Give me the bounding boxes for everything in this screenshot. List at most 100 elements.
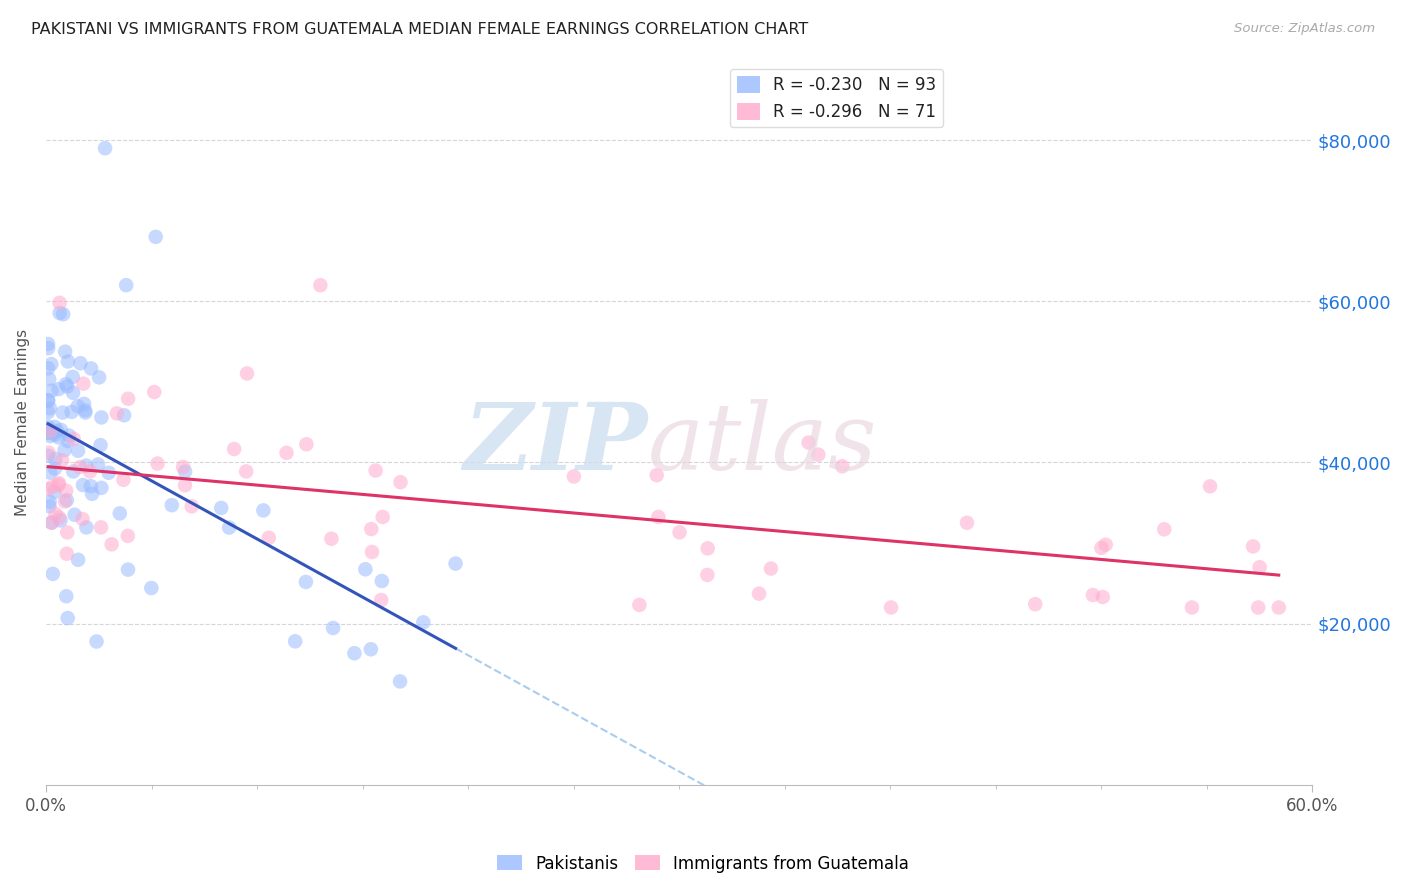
Point — [39, 429, 62, 443]
Legend: R = -0.230   N = 93, R = -0.296   N = 71: R = -0.230 N = 93, R = -0.296 N = 71 — [730, 70, 943, 128]
Point — [143, 385, 166, 400]
Point — [354, 562, 377, 576]
Point — [48, 477, 70, 491]
Point — [218, 520, 240, 534]
Point — [38, 445, 60, 459]
Point — [37, 425, 59, 440]
Point — [141, 581, 163, 595]
Point — [115, 278, 138, 293]
Point — [37, 361, 59, 376]
Point — [48, 296, 70, 310]
Point — [75, 403, 97, 417]
Point — [37, 341, 59, 355]
Point — [67, 443, 90, 458]
Point — [759, 561, 782, 575]
Point — [42, 425, 65, 440]
Point — [52, 307, 75, 321]
Text: ZIP: ZIP — [463, 399, 648, 489]
Point — [75, 458, 97, 473]
Point — [94, 141, 117, 155]
Point — [60, 405, 83, 419]
Point — [56, 493, 79, 508]
Point — [41, 516, 63, 530]
Point — [37, 449, 59, 463]
Point — [628, 598, 651, 612]
Point — [37, 482, 59, 496]
Point — [37, 405, 59, 419]
Point — [79, 464, 101, 478]
Point — [87, 458, 110, 472]
Point — [370, 593, 392, 607]
Point — [56, 434, 79, 449]
Point — [371, 510, 394, 524]
Point — [309, 278, 332, 293]
Point — [797, 435, 820, 450]
Point — [90, 520, 112, 534]
Point — [807, 448, 830, 462]
Point — [276, 446, 298, 460]
Point — [696, 541, 718, 556]
Point — [97, 466, 120, 480]
Point — [56, 611, 79, 625]
Point — [37, 423, 59, 437]
Point — [62, 369, 84, 384]
Point — [284, 634, 307, 648]
Point — [444, 557, 467, 571]
Point — [72, 478, 94, 492]
Y-axis label: Median Female Earnings: Median Female Earnings — [15, 328, 30, 516]
Point — [48, 430, 70, 444]
Point — [1247, 600, 1270, 615]
Point — [62, 465, 84, 479]
Point — [117, 563, 139, 577]
Point — [235, 465, 257, 479]
Point — [42, 566, 65, 581]
Point — [1267, 600, 1289, 615]
Point — [49, 423, 72, 437]
Point — [58, 428, 80, 442]
Point — [75, 520, 97, 534]
Point — [1024, 597, 1046, 611]
Point — [1153, 522, 1175, 536]
Point — [90, 481, 112, 495]
Point — [44, 485, 66, 500]
Point — [46, 424, 69, 438]
Point — [56, 525, 79, 540]
Point — [1094, 538, 1116, 552]
Point — [360, 642, 382, 657]
Point — [72, 512, 94, 526]
Point — [37, 337, 59, 351]
Point — [37, 393, 59, 408]
Point — [37, 425, 59, 440]
Point — [117, 392, 139, 406]
Point — [100, 537, 122, 551]
Point — [1249, 560, 1271, 574]
Point — [53, 344, 76, 359]
Point — [90, 410, 112, 425]
Point — [360, 522, 382, 536]
Point — [67, 553, 90, 567]
Point — [44, 451, 66, 466]
Point — [371, 574, 394, 588]
Point — [44, 507, 66, 521]
Point — [117, 529, 139, 543]
Point — [75, 405, 97, 419]
Point — [44, 420, 66, 434]
Point — [80, 361, 103, 376]
Point — [412, 615, 434, 630]
Point — [80, 487, 103, 501]
Point — [69, 356, 91, 370]
Point — [831, 459, 853, 474]
Point — [562, 469, 585, 483]
Legend: Pakistanis, Immigrants from Guatemala: Pakistanis, Immigrants from Guatemala — [491, 848, 915, 880]
Point — [63, 508, 86, 522]
Point — [41, 384, 63, 398]
Point — [174, 478, 197, 492]
Point — [145, 230, 167, 244]
Point — [668, 525, 690, 540]
Point — [48, 476, 70, 491]
Point — [172, 459, 194, 474]
Text: atlas: atlas — [648, 399, 877, 489]
Point — [224, 442, 246, 456]
Point — [56, 379, 79, 393]
Point — [80, 479, 103, 493]
